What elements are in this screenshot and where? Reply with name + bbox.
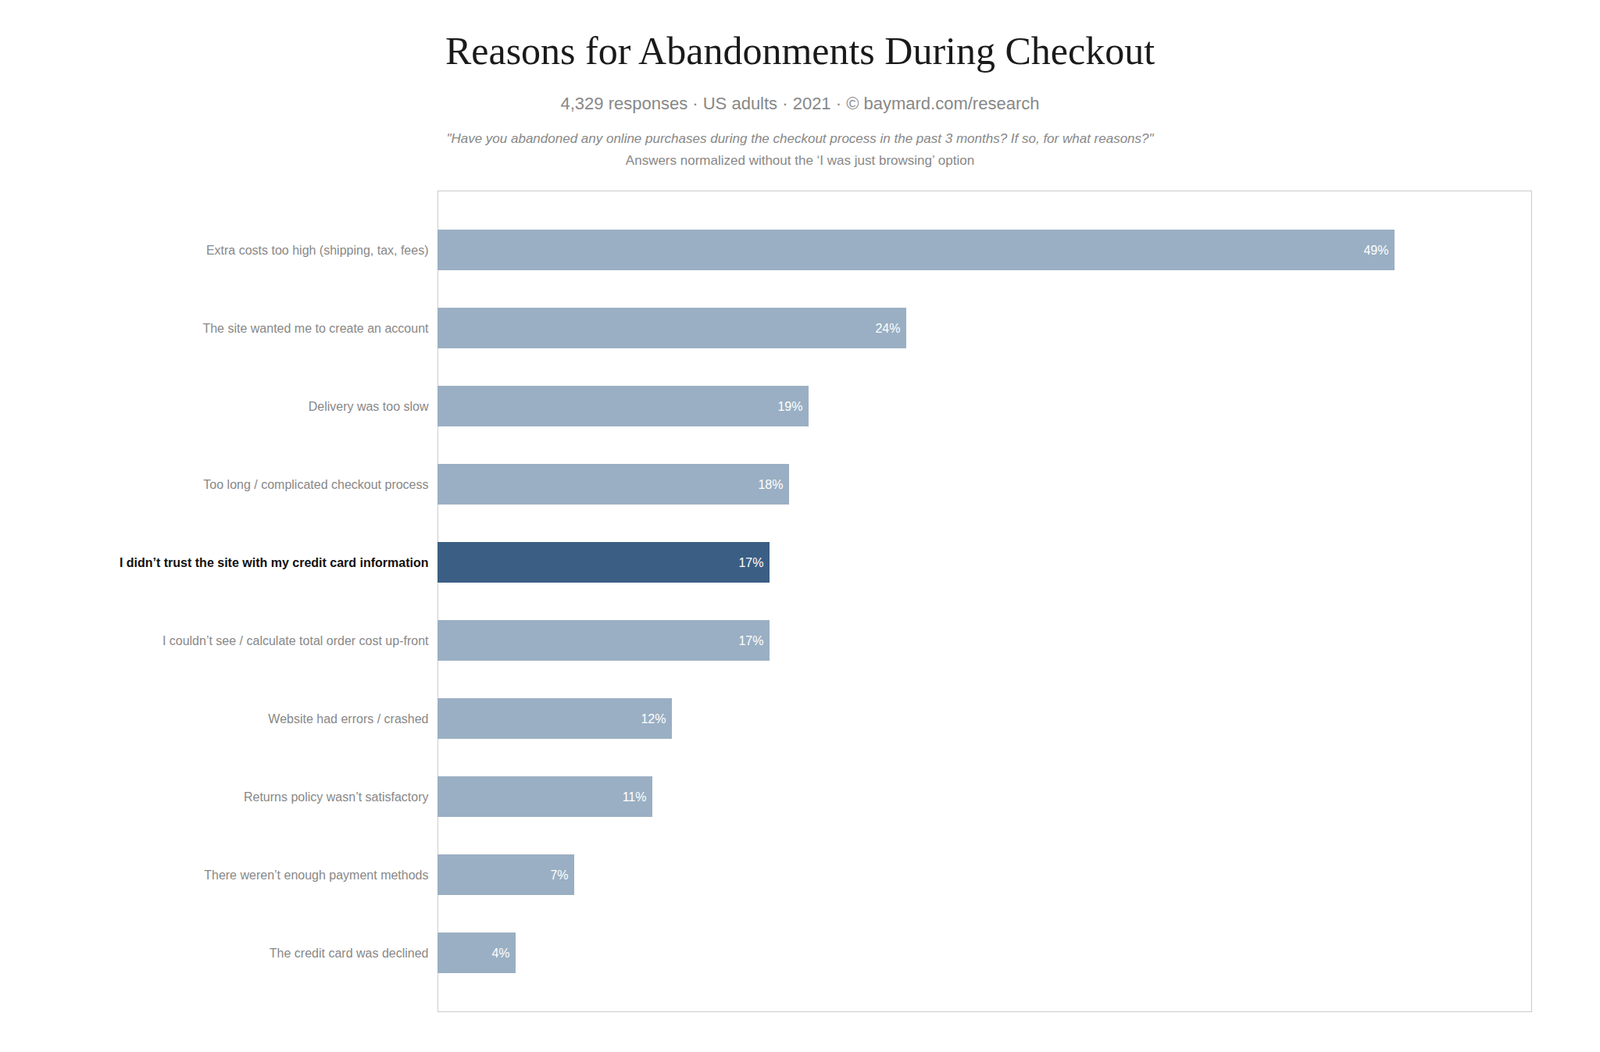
svg-text:19%: 19%	[777, 400, 803, 414]
svg-text:Returns policy wasn’t satisfac: Returns policy wasn’t satisfactory	[243, 790, 429, 804]
svg-text:Too long / complicated checkou: Too long / complicated checkout process	[203, 478, 429, 492]
svg-text:49%: 49%	[1363, 243, 1389, 258]
svg-text:I didn’t trust the site with m: I didn’t trust the site with my credit c…	[119, 556, 429, 570]
svg-text:The site wanted me to create a: The site wanted me to create an account	[202, 321, 429, 336]
svg-text:11%: 11%	[622, 790, 647, 804]
svg-text:4%: 4%	[491, 946, 510, 961]
svg-text:Extra costs too high (shipping: Extra costs too high (shipping, tax, fee…	[206, 243, 429, 258]
svg-text:There weren’t enough payment m: There weren’t enough payment methods	[203, 868, 429, 883]
html-text:Answers normalized without the: Answers normalized without the ‘I was ju…	[625, 153, 975, 168]
svg-text:24%: 24%	[875, 321, 900, 336]
svg-text:12%: 12%	[640, 712, 666, 726]
svg-text:The credit card was declined: The credit card was declined	[269, 946, 429, 961]
svg-text:7%: 7%	[550, 868, 568, 883]
html-text:4,329 responses · US adults ·: 4,329 responses · US adults · 2021 · © b…	[560, 93, 1040, 114]
svg-text:Website had errors / crashed: Website had errors / crashed	[267, 712, 429, 726]
svg-text:17%: 17%	[738, 634, 764, 648]
html-text:Reasons for Abandonments Durin: Reasons for Abandonments During Checkout	[445, 28, 1155, 73]
html-text:"Have you abandoned any online: "Have you abandoned any online purchases…	[446, 131, 1154, 147]
svg-text:I couldn’t see / calculate tot: I couldn’t see / calculate total order c…	[162, 634, 429, 648]
svg-text:18%: 18%	[757, 478, 783, 492]
svg-text:17%: 17%	[738, 556, 764, 570]
svg-text:Delivery was too slow: Delivery was too slow	[308, 400, 429, 414]
